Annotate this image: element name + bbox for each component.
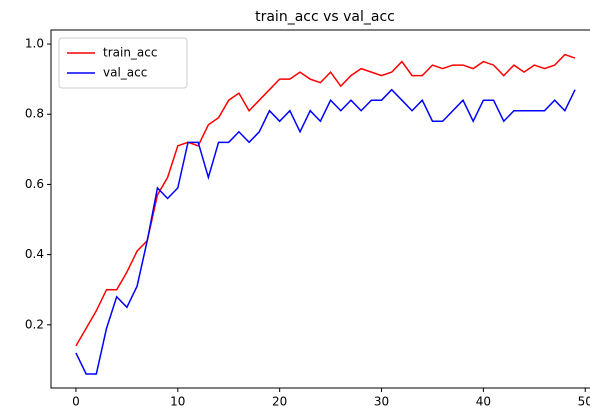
legend-label: val_acc <box>103 66 147 80</box>
chart-title: train_acc vs val_acc <box>255 9 395 25</box>
y-tick-label: 1.0 <box>25 37 44 51</box>
x-tick-label: 0 <box>72 395 80 409</box>
legend-box <box>58 37 188 89</box>
legend-label: train_acc <box>103 46 157 60</box>
plot-frame <box>50 29 590 389</box>
y-tick-label: 0.6 <box>25 177 44 191</box>
data-line <box>75 53 576 347</box>
y-tick-label: 0.2 <box>25 317 44 331</box>
x-tick-label: 30 <box>374 395 389 409</box>
data-line <box>75 88 576 375</box>
x-tick-label: 10 <box>170 395 185 409</box>
x-tick-label: 40 <box>476 395 491 409</box>
y-tick-label: 0.8 <box>25 107 44 121</box>
x-tick-label: 50 <box>578 395 590 409</box>
x-tick-label: 20 <box>272 395 287 409</box>
y-tick-label: 0.4 <box>25 247 44 261</box>
